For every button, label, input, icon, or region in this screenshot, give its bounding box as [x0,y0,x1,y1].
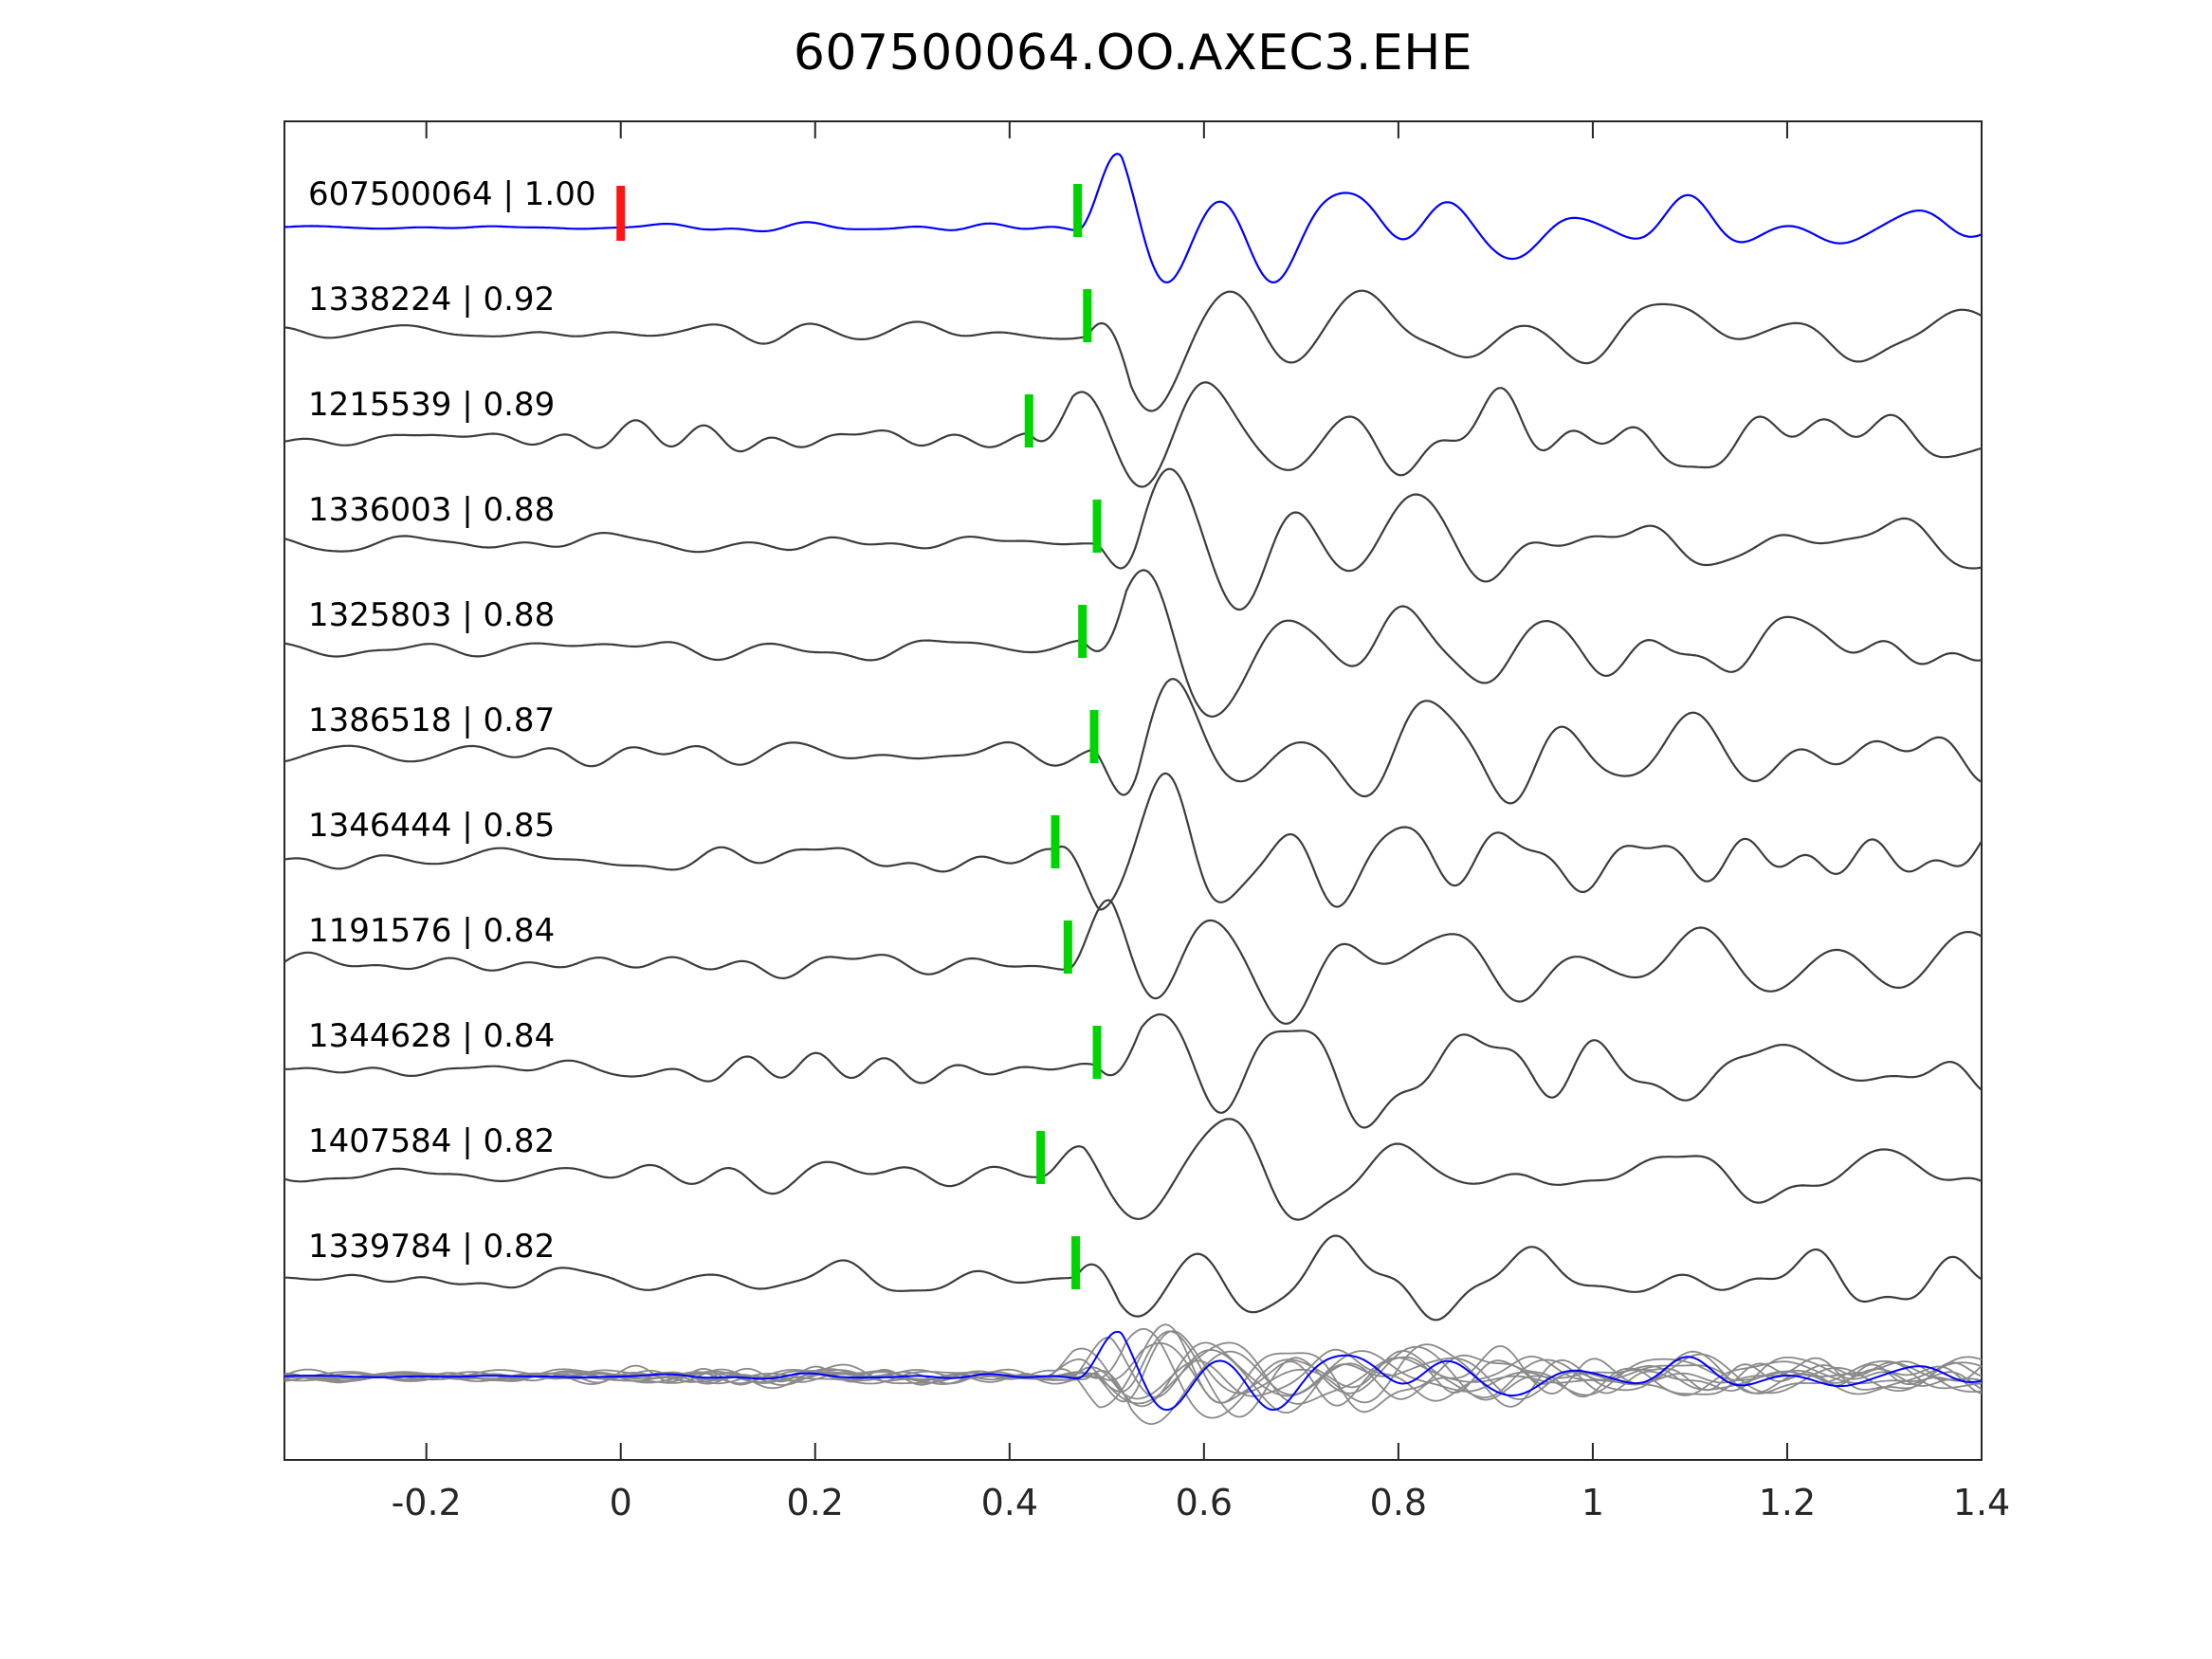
detection-waveform [284,678,1982,805]
x-tick-label: 0.4 [981,1482,1038,1523]
overlay-detection-waveform [284,1348,1982,1402]
pick-marker [1092,500,1102,553]
template-origin-marker [616,186,626,241]
pick-marker [1071,1236,1081,1289]
x-tick-label: -0.2 [392,1482,462,1523]
pick-marker [1089,710,1099,763]
trace-label: 1344628 | 0.84 [308,1017,555,1055]
overlay-detection-waveform [284,1341,1982,1405]
detection-waveform [284,772,1982,911]
detection-waveform [284,1012,1982,1129]
x-tick-label: 1.2 [1759,1482,1816,1523]
trace-label: 1338224 | 0.92 [308,281,555,319]
x-tick-label: 0.6 [1176,1482,1233,1523]
pick-marker [1078,605,1088,658]
pick-marker [1083,289,1092,342]
detection-waveform [284,467,1982,611]
pick-marker [1036,1131,1046,1184]
trace-label: 1386518 | 0.87 [308,702,555,739]
pick-marker [1051,815,1060,868]
trace-label: 1346444 | 0.85 [308,807,555,845]
overlay-detection-waveform [284,1330,1982,1408]
pick-marker [1092,1026,1102,1079]
x-tick-label: 0.2 [787,1482,844,1523]
waveform-layer [284,153,1982,1425]
x-tick-label: 0.8 [1370,1482,1427,1523]
detection-waveform [284,569,1982,718]
detection-waveform [284,1118,1982,1221]
x-tick-label: 0 [610,1482,632,1523]
x-tick-label: 1 [1581,1482,1604,1523]
overlay-detection-waveform [284,1341,1982,1413]
trace-label: 1325803 | 0.88 [308,596,555,634]
detection-waveform [284,381,1982,488]
detection-waveform [284,289,1982,412]
pick-marker [1073,184,1083,237]
pick-marker [1063,921,1072,974]
trace-label: 607500064 | 1.00 [308,175,595,213]
pick-marker [1024,394,1033,447]
trace-label: 1215539 | 0.89 [308,386,555,424]
overlay-template-waveform [284,1330,1982,1412]
figure-title: 607500064.OO.AXEC3.EHE [793,25,1473,82]
plot-border [283,120,1983,1461]
x-tick-label: 1.4 [1953,1482,2010,1523]
trace-label: 1407584 | 0.82 [308,1122,555,1160]
template-waveform [284,153,1982,283]
trace-label: 1191576 | 0.84 [308,912,555,950]
overlay-detection-waveform [284,1327,1982,1419]
trace-label: 1336003 | 0.88 [308,491,555,529]
trace-label: 1339784 | 0.82 [308,1228,555,1266]
detection-waveform [284,899,1982,1025]
detection-waveform [284,1234,1982,1322]
